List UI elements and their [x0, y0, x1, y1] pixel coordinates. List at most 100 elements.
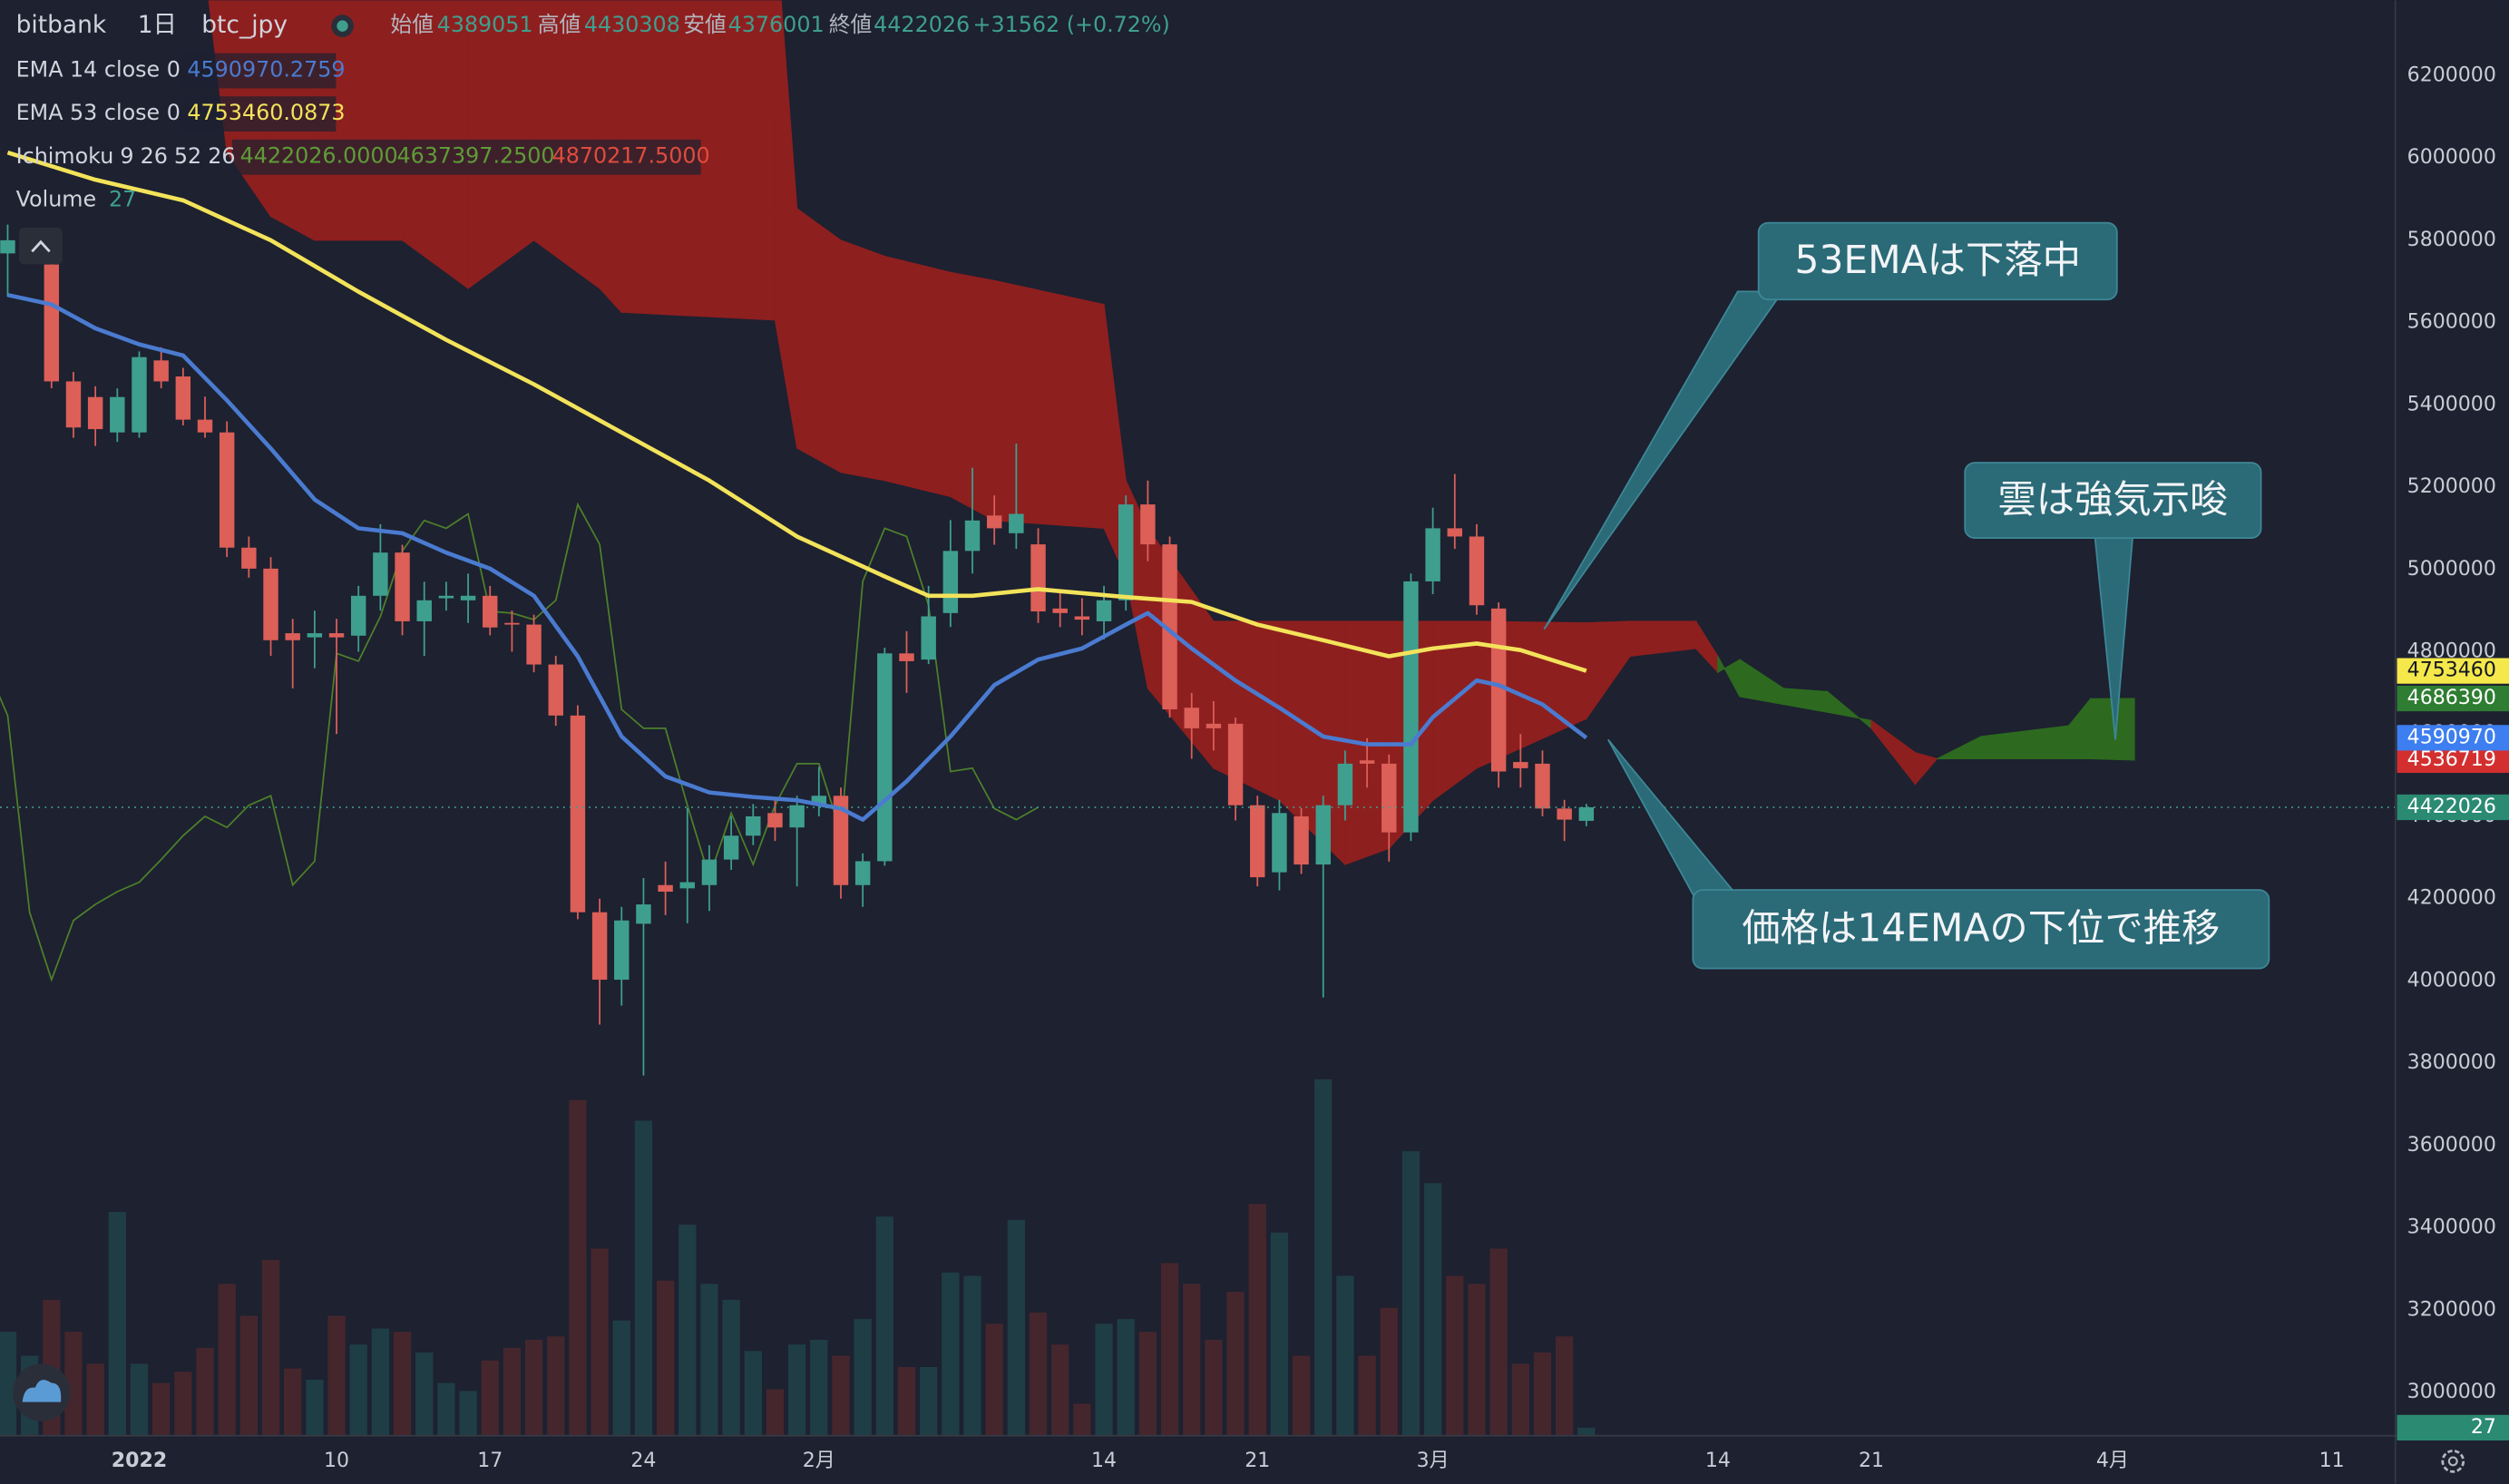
ichimoku-label: Ichimoku	[16, 143, 114, 169]
y-tick-label: 3800000	[2407, 1051, 2496, 1074]
volume-bar	[481, 1360, 499, 1436]
candle-body	[307, 633, 323, 638]
volume-bar	[108, 1211, 126, 1436]
ichimoku-value: 4637397.2500	[396, 143, 554, 169]
logo-cloud[interactable]	[22, 1380, 62, 1402]
volume-bar	[875, 1216, 893, 1436]
candle-body	[854, 861, 871, 885]
candle-body	[1250, 805, 1265, 878]
candle-body	[767, 813, 783, 828]
cloud-segment	[796, 207, 842, 474]
candle-body	[504, 622, 520, 625]
status-dot-inner	[337, 20, 348, 32]
x-tick-label: 21	[1245, 1450, 1270, 1472]
ichimoku-value: 4422026.0000	[240, 143, 398, 169]
callout-text: 価格は14EMAの下位で推移	[1742, 906, 2220, 951]
y-tick-label: 5000000	[2407, 558, 2496, 581]
candle-body	[1074, 616, 1090, 620]
ohlc-value: 4422026	[874, 12, 970, 37]
settings[interactable]	[2441, 1450, 2465, 1473]
ichimoku-param: 26	[141, 143, 168, 169]
volume-bar	[787, 1344, 806, 1436]
candle-body	[614, 920, 630, 981]
cloud-segment	[1914, 751, 1938, 786]
candle-body	[483, 595, 498, 628]
candle-body	[1447, 528, 1463, 537]
volume-bar	[1248, 1204, 1266, 1436]
candle-body	[1272, 813, 1287, 873]
candle-body	[811, 796, 827, 805]
button-bg[interactable]	[19, 227, 63, 265]
y-tick-label: 6000000	[2407, 146, 2496, 169]
volume-bar	[1292, 1355, 1311, 1436]
candle-body	[44, 264, 60, 382]
volume-bar	[130, 1363, 149, 1436]
volume-bar	[151, 1382, 171, 1436]
price-badge-label: 4422026	[2407, 796, 2496, 818]
volume-bar	[64, 1332, 83, 1436]
legend-value-bg	[179, 53, 337, 89]
y-tick-label: 3400000	[2407, 1216, 2496, 1239]
volume-bar	[963, 1275, 981, 1436]
y-tick-label: 5800000	[2407, 229, 2496, 251]
candle-body	[1337, 763, 1353, 805]
ichimoku-name: Ichimoku 9 26 52 26	[16, 143, 236, 169]
ohlc-value: 4376001	[728, 12, 825, 37]
candle-body	[1227, 723, 1244, 805]
candle-body	[1381, 763, 1397, 833]
candle-body	[219, 432, 235, 548]
volume-bar	[679, 1225, 697, 1436]
price-badge	[2397, 794, 2509, 821]
candle-body	[591, 912, 608, 981]
price-badge-label: 27	[2471, 1416, 2496, 1439]
volume-bar	[239, 1315, 259, 1436]
x-tick-label: 3月	[1417, 1450, 1450, 1472]
price-badge-label: 4753460	[2407, 659, 2496, 682]
volume-bar	[634, 1120, 653, 1436]
gear[interactable]	[2441, 1450, 2465, 1473]
chevron[interactable]	[31, 239, 51, 253]
volume-bar	[349, 1344, 367, 1436]
collapse-button[interactable]	[19, 227, 63, 265]
candle-body	[1513, 762, 1528, 768]
cloud-segment	[993, 279, 1105, 529]
candle-body	[1140, 504, 1156, 545]
volume-bar	[547, 1336, 565, 1436]
volume-bar	[1183, 1284, 1201, 1436]
volume-bar	[1095, 1323, 1113, 1436]
gear-center[interactable]	[2447, 1456, 2458, 1467]
volume-bar	[261, 1259, 280, 1436]
price-badge-label: 4536719	[2407, 748, 2496, 771]
volume-bar	[1380, 1307, 1398, 1436]
volume-bar	[1468, 1284, 1486, 1436]
x-tick-label: 17	[477, 1450, 503, 1472]
x-tick-label: 14	[1091, 1450, 1117, 1472]
candle-body	[263, 568, 278, 640]
logo[interactable]	[13, 1363, 71, 1421]
candle-body	[1359, 760, 1375, 764]
volume-bar	[1226, 1292, 1245, 1436]
ichimoku-param: 26	[208, 143, 235, 169]
volume-bar	[832, 1355, 850, 1436]
volume-bar	[766, 1389, 785, 1436]
volume-bar	[371, 1328, 390, 1436]
volume-bar	[854, 1319, 872, 1436]
volume-bar	[1423, 1183, 1442, 1436]
ema-name: EMA 53 close 0	[16, 100, 181, 125]
price-badge-label: 4686390	[2407, 687, 2496, 709]
volume-bar	[524, 1339, 543, 1436]
ichimoku-param: 9	[120, 143, 133, 169]
volume-bar	[459, 1391, 477, 1436]
candle-body	[899, 653, 914, 661]
price-badge	[2397, 658, 2509, 684]
x-tick-label: 24	[630, 1450, 656, 1472]
volume-bar	[393, 1332, 412, 1436]
candle-body	[1578, 806, 1595, 821]
ema-value: 4590970.2759	[187, 56, 345, 82]
candle-body	[877, 653, 893, 862]
candle-body	[175, 376, 191, 420]
callout-text: 53EMAは下落中	[1795, 238, 2081, 282]
volume-bar	[1029, 1312, 1048, 1436]
callout-text: 雲は強気示唆	[1997, 477, 2228, 522]
